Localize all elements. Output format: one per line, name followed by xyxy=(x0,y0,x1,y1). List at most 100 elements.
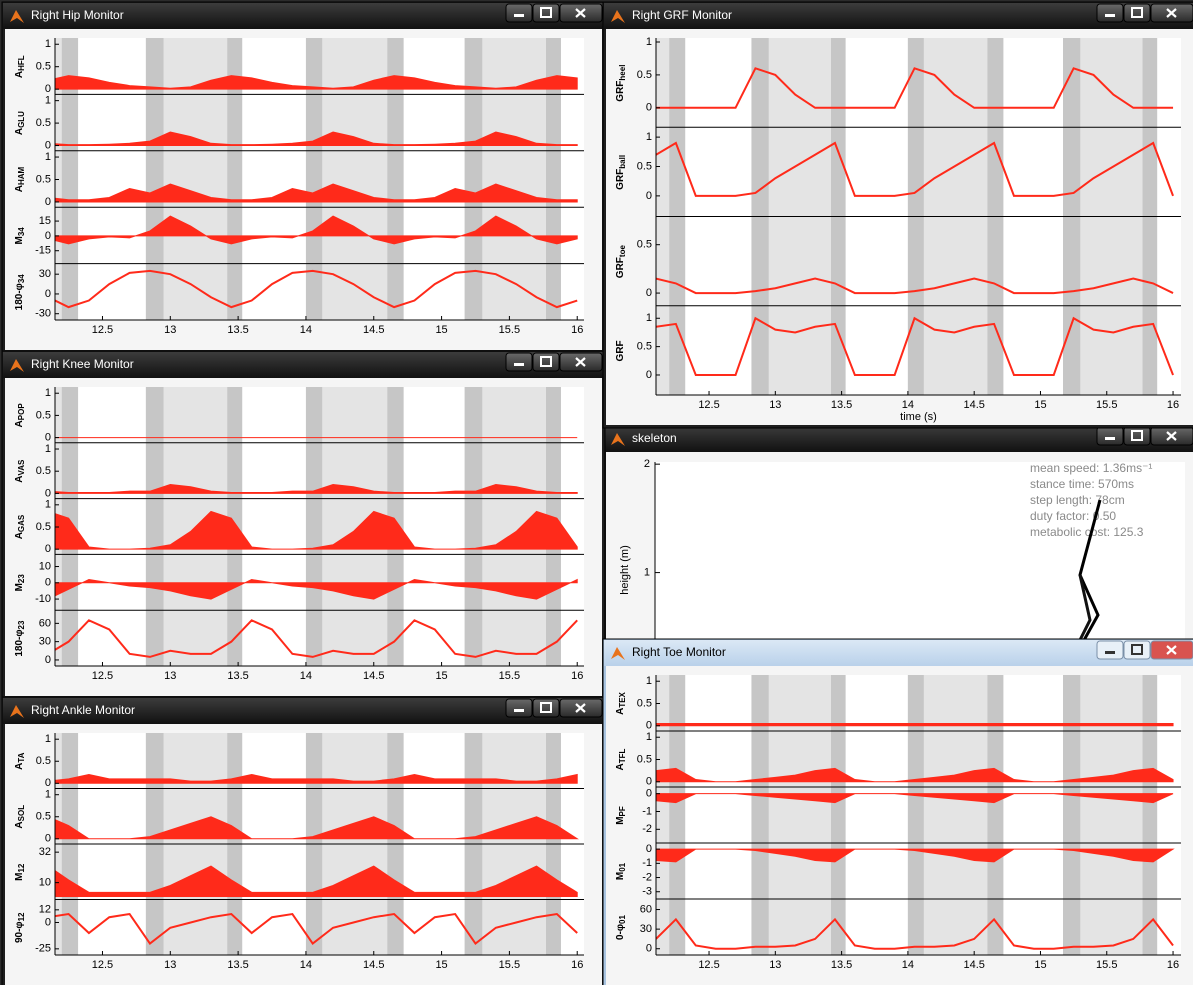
y-label-sub: 34 xyxy=(17,227,26,236)
y-tick-label: 0.5 xyxy=(36,61,51,73)
y-tick-label: 1 xyxy=(646,675,652,687)
double-support-shade xyxy=(669,38,685,127)
x-tick-label: 13 xyxy=(769,399,781,411)
double-support-shade xyxy=(306,610,322,666)
double-support-shade xyxy=(62,387,78,443)
window: Right Toe Monitor00.51ATEX00.51ATFL-2-10… xyxy=(595,639,1193,985)
x-tick-label: 12.5 xyxy=(92,670,113,682)
y-tick-label: 0 xyxy=(45,83,51,95)
y-tick-label: 0 xyxy=(45,196,51,208)
y-tick-label: 0 xyxy=(45,288,51,300)
double-support-shade xyxy=(751,675,768,731)
stat-line: metabolic cost: 125.3 xyxy=(1030,525,1144,539)
y-label-sub: GLU xyxy=(17,111,26,128)
page: skeleton12height (m)mean speed: 1.36ms⁻¹… xyxy=(0,0,1193,985)
y-tick-label: -3 xyxy=(642,886,652,898)
maximize-button[interactable] xyxy=(533,353,559,371)
y-label-sub: 34 xyxy=(17,274,26,283)
minimize-button[interactable] xyxy=(1097,641,1123,659)
x-tick-label: 14.5 xyxy=(363,959,384,971)
y-tick-label: 0 xyxy=(45,916,51,928)
x-tick-label: 14 xyxy=(902,959,914,971)
y-tick-label: 0 xyxy=(646,720,652,732)
window: Right Knee Monitor00.51APOP00.51AVAS00.5… xyxy=(0,351,605,699)
maximize-button[interactable] xyxy=(1124,4,1150,22)
maximize-button[interactable] xyxy=(533,4,559,22)
stat-line: duty factor: 0.50 xyxy=(1030,509,1116,523)
y-tick-label: 30 xyxy=(39,268,51,280)
y-label-main: A xyxy=(14,185,25,192)
y-label-main: A xyxy=(615,708,626,715)
x-tick-label: 13 xyxy=(164,670,176,682)
double-support-shade xyxy=(227,151,242,207)
minimize-glyph xyxy=(1105,437,1115,440)
x-tick-label: 13 xyxy=(164,324,176,336)
y-label-main: A xyxy=(14,128,25,135)
x-tick-label: 13.5 xyxy=(227,670,248,682)
y-tick-label: 0 xyxy=(45,230,51,242)
x-axis-label: time (s) xyxy=(900,411,937,423)
minimize-button[interactable] xyxy=(1097,4,1123,22)
y-label-main: A xyxy=(615,763,626,770)
double-support-shade xyxy=(1143,675,1158,731)
minimize-glyph xyxy=(514,363,524,366)
y-label-sub: VAS xyxy=(17,459,26,476)
y-tick-label: 0 xyxy=(45,777,51,789)
x-tick-label: 14.5 xyxy=(363,670,384,682)
double-support-shade xyxy=(987,38,1003,127)
y-label-main: GRF xyxy=(615,257,626,278)
double-support-shade xyxy=(465,387,483,443)
y-tick-label: 0.5 xyxy=(36,811,51,823)
x-tick-label: 15 xyxy=(435,324,447,336)
double-support-shade xyxy=(146,387,164,443)
double-support-shade xyxy=(546,610,561,666)
x-tick-label: 13 xyxy=(164,959,176,971)
y-tick-label: 0 xyxy=(45,487,51,499)
y-label-main: A xyxy=(14,763,25,770)
double-support-shade xyxy=(465,900,483,956)
y-label-sub: TEX xyxy=(618,691,627,707)
double-support-shade xyxy=(227,387,242,443)
y-tick-label: 60 xyxy=(39,617,51,629)
y-label-main: A xyxy=(14,532,25,539)
minimize-button[interactable] xyxy=(1097,427,1123,445)
x-tick-label: 12.5 xyxy=(698,399,719,411)
y-tick-label: -30 xyxy=(35,308,51,320)
y-tick-label: 0.5 xyxy=(637,753,652,765)
double-support-shade xyxy=(908,675,924,731)
maximize-button[interactable] xyxy=(1124,641,1150,659)
minimize-glyph xyxy=(514,709,524,712)
window: Right Hip Monitor00.51AHFL00.51AGLU00.51… xyxy=(0,2,605,353)
maximize-button[interactable] xyxy=(533,699,559,717)
minimize-button[interactable] xyxy=(506,4,532,22)
y-tick-label: 1 xyxy=(646,731,652,743)
double-support-shade xyxy=(1063,127,1080,216)
double-support-shade xyxy=(387,94,403,150)
y-label-main: A xyxy=(14,420,25,427)
minimize-button[interactable] xyxy=(506,699,532,717)
y-axis-label: height (m) xyxy=(619,545,631,595)
maximize-button[interactable] xyxy=(1124,427,1150,445)
double-support-shade xyxy=(306,38,322,94)
double-support-shade xyxy=(987,306,1003,395)
double-support-shade xyxy=(465,499,483,555)
stat-line: mean speed: 1.36ms⁻¹ xyxy=(1030,461,1152,475)
stat-line: stance time: 570ms xyxy=(1030,477,1134,491)
double-support-shade xyxy=(546,387,561,443)
y-tick-label: 0 xyxy=(45,833,51,845)
window-title: Right Hip Monitor xyxy=(31,8,124,22)
double-support-shade xyxy=(831,38,846,127)
double-support-shade xyxy=(306,499,322,555)
x-tick-label: 12.5 xyxy=(92,959,113,971)
y-tick-label: 1 xyxy=(45,387,51,399)
y-tick-label: 1 xyxy=(45,38,51,50)
y-tick-label: -2 xyxy=(642,823,652,835)
y-label-main: GRF xyxy=(615,169,626,190)
window-title: Right Ankle Monitor xyxy=(31,703,135,717)
y-tick-label: 0 xyxy=(646,102,652,114)
double-support-shade xyxy=(831,675,846,731)
x-tick-label: 15 xyxy=(435,670,447,682)
minimize-button[interactable] xyxy=(506,353,532,371)
x-tick-label: 15.5 xyxy=(1096,959,1117,971)
y-tick-label: 1 xyxy=(45,733,51,745)
